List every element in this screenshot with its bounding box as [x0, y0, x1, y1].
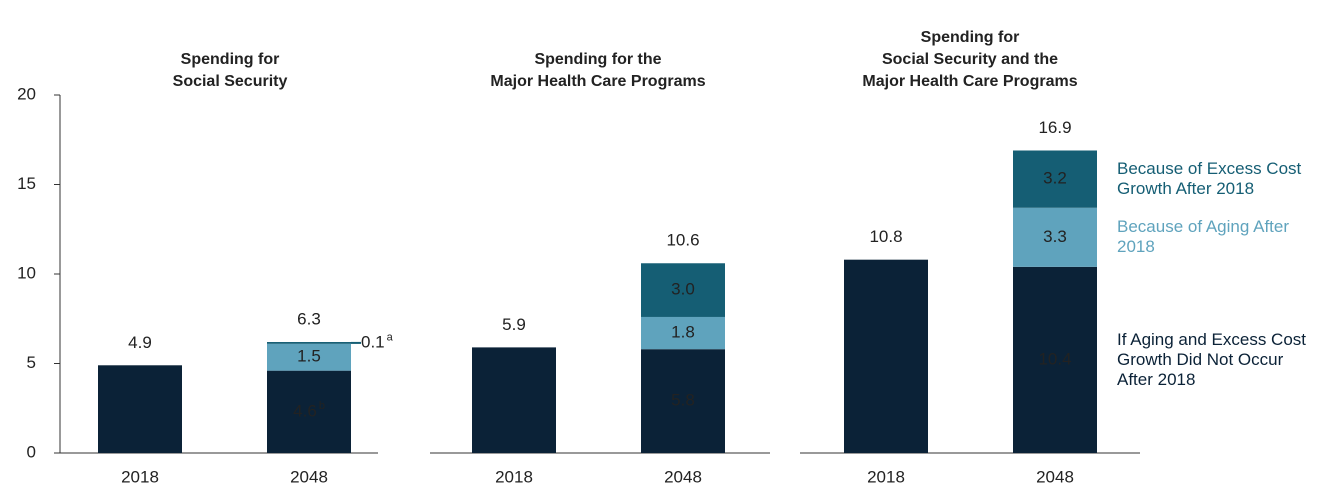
panel-title: Spending for Social Security and the Major…	[862, 29, 1077, 90]
bar-segment	[641, 349, 725, 453]
bar-segment	[1013, 150, 1097, 208]
total-label: 5.9	[502, 315, 526, 334]
value-label: 5.8	[671, 391, 695, 410]
bar-segment	[98, 365, 182, 453]
title-line: Spending for	[181, 51, 280, 68]
total-label: 6.3	[297, 310, 321, 329]
y-tick-label: 20	[17, 84, 36, 103]
x-tick-label: 2048	[664, 467, 702, 486]
title-line: Spending for	[921, 29, 1020, 46]
bar-segment	[844, 259, 928, 453]
value-label: 3.3	[1043, 227, 1067, 246]
value-label: 3.2	[1043, 169, 1067, 188]
value-label: 4.6	[293, 401, 317, 420]
y-tick-label: 0	[27, 442, 36, 461]
x-tick-label: 2048	[290, 467, 328, 486]
title-line: Social Security and the	[882, 51, 1058, 68]
value-label: 10.4	[1038, 349, 1071, 368]
title-line: Major Health Care Programs	[862, 73, 1077, 90]
bar-segment	[1013, 207, 1097, 267]
total-label: 16.9	[1038, 118, 1071, 137]
legend-entry: Because of Excess Cost Growth After 2018	[1117, 159, 1302, 199]
value-label: 1.5	[297, 347, 321, 366]
title-line: Social Security	[173, 73, 288, 90]
value-label: 0.1	[361, 332, 385, 351]
x-tick-label: 2048	[1036, 467, 1074, 486]
bar-segment	[1013, 266, 1097, 453]
bar-segment	[267, 343, 351, 371]
bar-segment	[641, 263, 725, 317]
footnote-marker: a	[387, 331, 394, 343]
legend-entry: Because of Aging After 2018	[1117, 217, 1290, 257]
y-tick-label: 10	[17, 263, 36, 282]
footnote-marker: b	[319, 400, 325, 412]
legend-entry: If Aging and Excess Cost Growth Did Not …	[1117, 329, 1306, 389]
total-label: 10.6	[666, 231, 699, 250]
total-label: 4.9	[128, 333, 152, 352]
y-tick-label: 5	[27, 353, 36, 372]
value-label: 3.0	[671, 280, 695, 299]
bar-segment	[267, 370, 351, 453]
x-tick-label: 2018	[867, 467, 905, 486]
title-line: Spending for the	[534, 51, 661, 68]
x-tick-label: 2018	[495, 467, 533, 486]
bar-segment	[641, 316, 725, 350]
bar-segment	[472, 347, 556, 453]
total-label: 10.8	[869, 227, 902, 246]
value-label: 1.8	[671, 323, 695, 342]
y-tick-label: 15	[17, 174, 36, 193]
bar-segment	[267, 342, 351, 344]
panel-title: Spending for the Major Health Care Progra…	[490, 51, 705, 90]
x-tick-label: 2018	[121, 467, 159, 486]
title-line: Major Health Care Programs	[490, 73, 705, 90]
panel-title: Spending for Social Security	[173, 51, 288, 90]
